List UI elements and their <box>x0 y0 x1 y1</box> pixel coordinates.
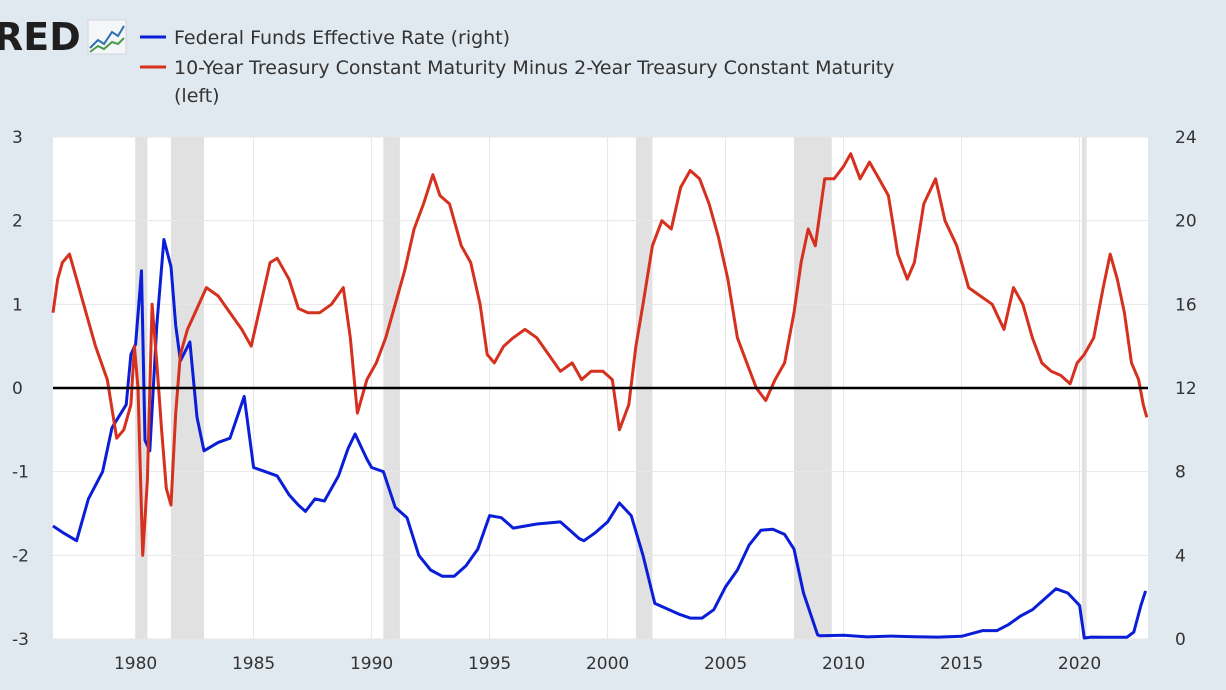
logo-text: RED <box>0 15 81 59</box>
x-tick-label-2005: 2005 <box>704 654 747 674</box>
legend-label-spread-line-1: 10-Year Treasury Constant Maturity Minus… <box>174 57 894 79</box>
left-axis: 3 2 1 0 -1 -2 -3 <box>12 128 29 650</box>
left-tick-label-3: 3 <box>12 128 23 148</box>
right-tick-label-4: 4 <box>1175 546 1186 566</box>
fred-logo: RED <box>0 15 127 59</box>
left-tick-label--2: -2 <box>12 546 29 566</box>
series-layer <box>51 152 1149 640</box>
x-tick-label-1980: 1980 <box>114 654 157 674</box>
x-axis: 1980 1985 1990 1995 2000 2005 2010 2015 2020 <box>114 654 1101 674</box>
left-tick-label-2: 2 <box>12 212 23 232</box>
legend-label-spread-line-2: (left) <box>174 85 220 107</box>
right-tick-label-0: 0 <box>1175 630 1186 650</box>
left-tick-label--3: -3 <box>12 630 29 650</box>
x-tick-label-2010: 2010 <box>822 654 865 674</box>
x-tick-label-1990: 1990 <box>350 654 393 674</box>
logo-graph-icon <box>87 19 127 55</box>
legend-label-spread: 10-Year Treasury Constant Maturity Minus… <box>174 57 900 107</box>
x-tick-label-1995: 1995 <box>468 654 511 674</box>
right-tick-label-24: 24 <box>1175 128 1197 148</box>
x-tick-label-2015: 2015 <box>940 654 983 674</box>
legend: Federal Funds Effective Rate (right) 10-… <box>140 27 900 107</box>
right-tick-label-16: 16 <box>1175 295 1197 315</box>
x-tick-label-2000: 2000 <box>586 654 629 674</box>
left-tick-label-0: 0 <box>12 379 23 399</box>
x-tick-label-1985: 1985 <box>232 654 275 674</box>
left-tick-label-1: 1 <box>12 295 23 315</box>
left-tick-label--1: -1 <box>12 463 29 483</box>
series-line-spread <box>51 152 1149 557</box>
right-tick-label-20: 20 <box>1175 212 1197 232</box>
legend-label-fed-funds: Federal Funds Effective Rate (right) <box>174 27 510 49</box>
right-tick-label-12: 12 <box>1175 379 1197 399</box>
x-tick-label-2020: 2020 <box>1058 654 1101 674</box>
right-tick-label-8: 8 <box>1175 463 1186 483</box>
right-axis: 24 20 16 12 8 4 0 <box>1175 128 1197 650</box>
series-line-fed-funds <box>52 238 1148 640</box>
